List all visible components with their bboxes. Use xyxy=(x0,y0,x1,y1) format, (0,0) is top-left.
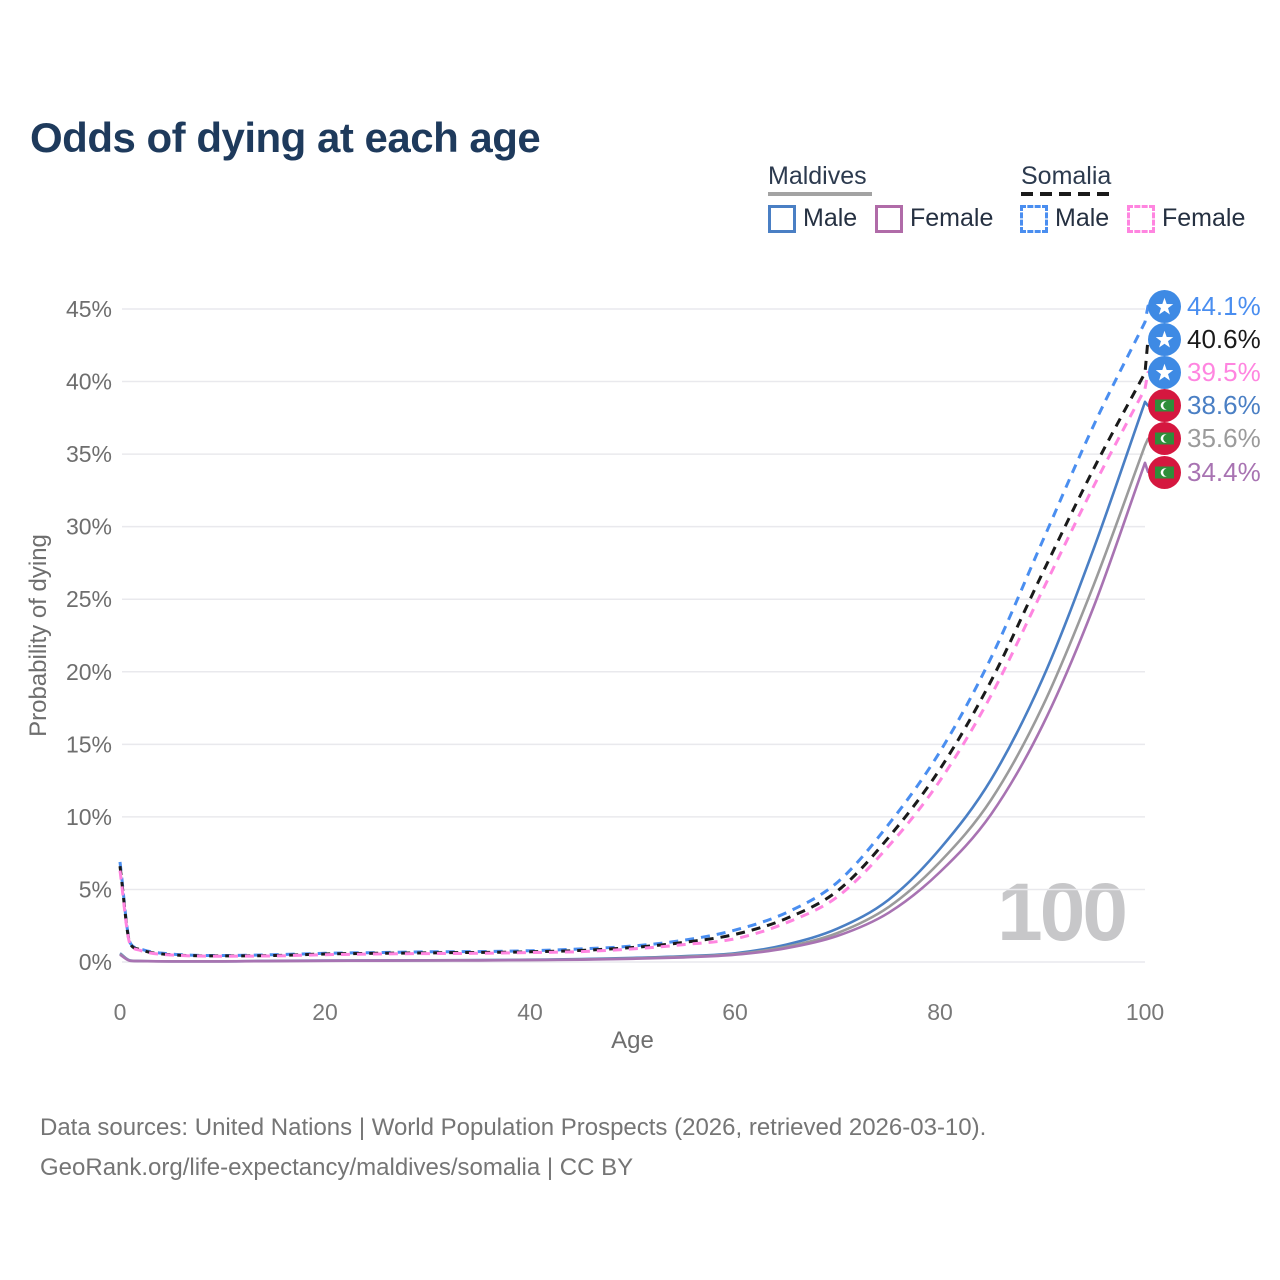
end-value-somalia-female: 39.5% xyxy=(1187,356,1261,387)
legend-item-maldives-male[interactable]: Male xyxy=(768,204,857,233)
end-label-maldives-both-sexes: 35.6% xyxy=(1148,422,1261,456)
legend-maldives-female-label: Female xyxy=(910,204,994,232)
legend-item-somalia-male[interactable]: Male xyxy=(1020,204,1109,233)
somalia-flag-icon xyxy=(1148,289,1181,323)
x-tick-label-40: 40 xyxy=(517,999,543,1025)
y-tick-label-20: 20% xyxy=(66,659,112,685)
maldives-male-swatch-icon xyxy=(768,204,796,233)
y-tick-label-10: 10% xyxy=(66,804,112,830)
line-maldives-both-sexes[interactable] xyxy=(119,437,1154,963)
somalia-male-swatch-icon xyxy=(1020,204,1048,233)
end-label-maldives-male: 38.6% xyxy=(1148,389,1261,423)
x-tick-label-20: 20 xyxy=(312,999,338,1025)
y-tick-label-30: 30% xyxy=(66,514,112,540)
y-tick-label-0: 0% xyxy=(79,949,112,975)
footer-attribution: GeoRank.org/life-expectancy/maldives/som… xyxy=(40,1154,634,1181)
y-axis-title: Probability of dying xyxy=(25,534,52,737)
maldives-flag-icon xyxy=(1148,389,1181,423)
end-value-maldives-male: 38.6% xyxy=(1187,390,1261,421)
legend-somalia-male-label: Male xyxy=(1055,204,1110,232)
x-tick-label-100: 100 xyxy=(1126,999,1164,1025)
line-maldives-female[interactable] xyxy=(119,461,1154,963)
end-label-somalia-male: 44.1% xyxy=(1148,289,1261,323)
end-value-somalia-both-sexes: 40.6% xyxy=(1187,323,1261,354)
end-value-maldives-female: 34.4% xyxy=(1187,456,1261,487)
x-tick-label-80: 80 xyxy=(927,999,953,1025)
chart-area: 0% 5% 10% 15% 20% 25% 30% 35% 40% 45% 0 20 40 60 80 100… xyxy=(25,296,1164,1054)
y-tick-label-45: 45% xyxy=(66,296,112,322)
somalia-flag-icon xyxy=(1148,355,1181,389)
footer: Data sources: United Nations | World Pop… xyxy=(40,1108,1190,1188)
y-tick-label-35: 35% xyxy=(66,441,112,467)
x-tick-label-60: 60 xyxy=(722,999,748,1025)
legend-group-maldives-label: Maldives xyxy=(768,162,867,190)
y-tick-label-25: 25% xyxy=(66,586,112,612)
page-title: Odds of dying at each age xyxy=(30,114,541,162)
y-tick-label-15: 15% xyxy=(66,731,112,757)
end-label-somalia-female: 39.5% xyxy=(1148,355,1261,389)
somalia-flag-icon xyxy=(1148,322,1181,356)
line-somalia-both-sexes[interactable] xyxy=(118,337,1154,958)
legend-somalia-dashed-line-sample xyxy=(1021,192,1109,196)
end-label-somalia-both-sexes: 40.6% xyxy=(1148,322,1261,356)
legend-somalia-female-label: Female xyxy=(1162,204,1246,232)
footer-data-sources: Data sources: United Nations | World Pop… xyxy=(40,1114,987,1141)
legend-maldives-male-label: Male xyxy=(803,204,858,232)
somalia-female-swatch-icon xyxy=(1127,204,1155,233)
y-tick-label-40: 40% xyxy=(66,369,112,395)
mortality-chart-svg: 0% 5% 10% 15% 20% 25% 30% 35% 40% 45% 0 20 40 60 80 100… xyxy=(25,296,1164,1054)
legend-maldives-solid-line-sample xyxy=(768,192,872,196)
end-label-maldives-female: 34.4% xyxy=(1148,455,1261,489)
x-axis-title: Age xyxy=(611,1027,654,1054)
end-value-maldives-both-sexes: 35.6% xyxy=(1187,423,1261,454)
maldives-female-swatch-icon xyxy=(875,204,903,233)
maldives-flag-icon xyxy=(1148,422,1181,456)
line-somalia-female[interactable] xyxy=(118,370,1154,958)
hover-age-indicator: 100 xyxy=(997,867,1128,958)
legend-item-maldives-female[interactable]: Female xyxy=(875,204,993,233)
maldives-flag-icon xyxy=(1148,455,1181,489)
legend-group-somalia-label: Somalia xyxy=(1021,162,1112,190)
legend-item-somalia-female[interactable]: Female xyxy=(1127,204,1245,233)
line-somalia-male[interactable] xyxy=(118,304,1154,957)
end-value-somalia-male: 44.1% xyxy=(1187,290,1261,321)
x-tick-label-0: 0 xyxy=(114,999,127,1025)
y-tick-label-5: 5% xyxy=(79,876,112,902)
